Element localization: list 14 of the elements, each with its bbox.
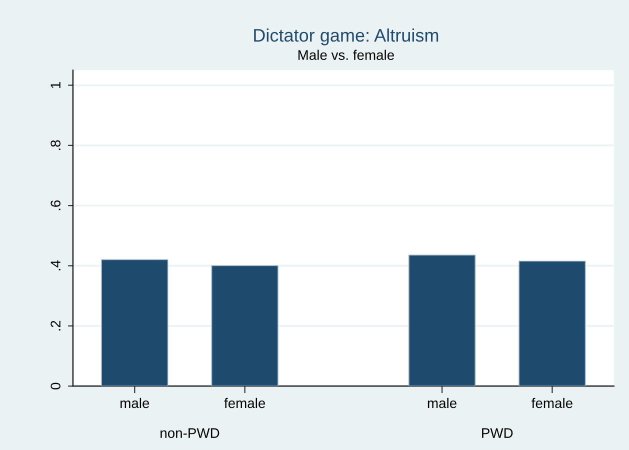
- text: non-PWD: [160, 428, 220, 438]
- y-tick-label: 0: [50, 382, 60, 390]
- x-tick-label: male: [428, 398, 456, 408]
- x-tick-label: female: [224, 398, 266, 408]
- y-tick-label: 1: [50, 82, 60, 88]
- x-tick-label: female: [532, 398, 572, 408]
- y-tick-label: .6: [50, 200, 60, 210]
- chart-subtitle: Male vs. female: [298, 50, 394, 60]
- chart-title: Dictator game: Altruism: [254, 28, 438, 46]
- y-tick-label: .8: [50, 140, 60, 150]
- y-tick-label: .2: [50, 320, 60, 330]
- text: PWD: [482, 428, 513, 438]
- x-tick-label: male: [120, 398, 150, 408]
- y-tick-label: .4: [50, 260, 60, 270]
